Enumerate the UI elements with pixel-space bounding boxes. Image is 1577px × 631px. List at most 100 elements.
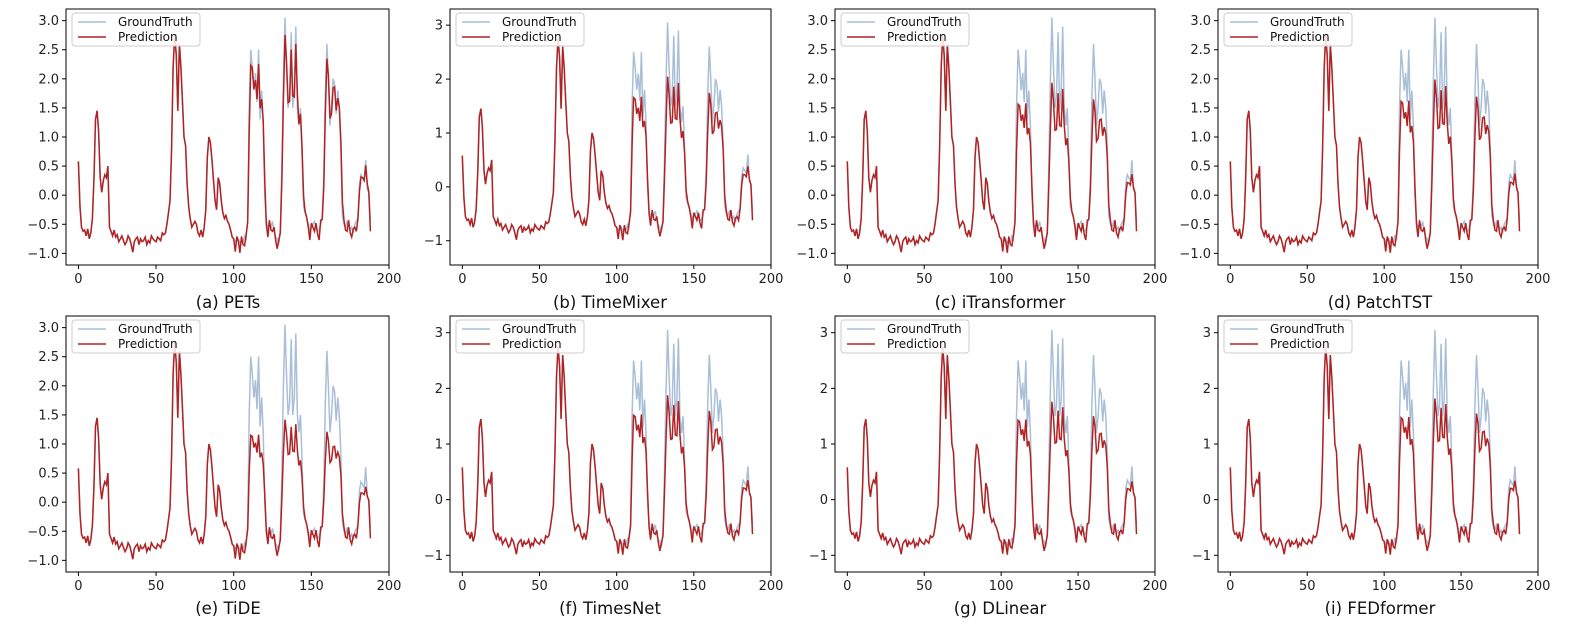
panel-a: 0 50 100 150 200 −1.0 −0.5 0.0 0.5 1.0 1.5 2.0 2.5 3.… bbox=[27, 8, 401, 287]
y-tick-label: 2 bbox=[1203, 382, 1211, 397]
caption-f: (f) TimesNet bbox=[559, 599, 661, 618]
y-tick-label: 0.0 bbox=[38, 496, 59, 511]
y-tick-label: 2.0 bbox=[38, 72, 59, 87]
y-tick-label: 2 bbox=[435, 382, 443, 397]
y-tick-label: 2.0 bbox=[38, 379, 59, 394]
y-tick-label: −1 bbox=[424, 549, 443, 564]
x-tick-label: 200 bbox=[1143, 272, 1168, 287]
x-tick-label: 150 bbox=[681, 272, 706, 287]
y-tick-label: 1 bbox=[435, 126, 443, 141]
x-tick-label: 100 bbox=[604, 272, 629, 287]
x-tick-label: 50 bbox=[916, 272, 933, 287]
y-tick-label: 3.0 bbox=[38, 321, 59, 336]
series-prediction-line bbox=[1229, 346, 1521, 555]
y-tick-label: 0.5 bbox=[38, 160, 59, 175]
y-tick-label: 0.5 bbox=[1190, 160, 1211, 175]
series-prediction-line bbox=[461, 38, 754, 241]
x-tick-label: 50 bbox=[148, 579, 165, 594]
x-tick-label: 200 bbox=[759, 579, 784, 594]
y-tick-label: 3.0 bbox=[1190, 14, 1211, 29]
x-tick-label: 150 bbox=[299, 272, 324, 287]
legend-prediction-label: Prediction bbox=[887, 30, 947, 44]
y-tick-label: 0.0 bbox=[807, 189, 828, 204]
x-tick-label: 50 bbox=[1299, 272, 1316, 287]
x-tick-label: 200 bbox=[1526, 579, 1551, 594]
y-tick-label: 3 bbox=[820, 326, 828, 341]
legend-groundtruth-label: GroundTruth bbox=[118, 322, 193, 336]
x-tick-label: 100 bbox=[1372, 579, 1397, 594]
series-prediction-line bbox=[1229, 35, 1521, 253]
y-tick-label: 0 bbox=[820, 493, 828, 508]
legend-groundtruth-label: GroundTruth bbox=[887, 15, 962, 29]
legend-prediction-label: Prediction bbox=[502, 30, 562, 44]
legend-groundtruth-label: GroundTruth bbox=[887, 322, 962, 336]
y-tick-label: 2.5 bbox=[38, 350, 59, 365]
y-tick-label: 3.0 bbox=[807, 14, 828, 29]
y-tick-label: 0 bbox=[435, 180, 443, 195]
x-tick-label: 50 bbox=[148, 272, 165, 287]
y-tick-label: 3 bbox=[435, 19, 443, 34]
x-tick-label: 0 bbox=[458, 579, 466, 594]
panel-e: 0 50 100 150 200 −1.0 −0.5 0.0 0.5 1.0 1.5 2.0 2.5 3.… bbox=[27, 315, 401, 594]
y-tick-label: −1 bbox=[424, 234, 443, 249]
legend-groundtruth-label: GroundTruth bbox=[502, 322, 577, 336]
panel-d: 0 50 100 150 200 −1.0 −0.5 0.0 0.5 1.0 1.5 2.0 2.5 3.… bbox=[1179, 8, 1551, 287]
caption-d: (d) PatchTST bbox=[1328, 293, 1433, 312]
y-tick-label: 0 bbox=[435, 493, 443, 508]
legend-groundtruth-label: GroundTruth bbox=[1270, 322, 1345, 336]
x-tick-label: 150 bbox=[1449, 579, 1474, 594]
x-tick-label: 50 bbox=[1299, 579, 1316, 594]
y-tick-label: −0.5 bbox=[27, 525, 59, 540]
x-tick-label: 0 bbox=[843, 272, 851, 287]
legend-prediction-label: Prediction bbox=[887, 337, 947, 351]
x-tick-label: 0 bbox=[843, 579, 851, 594]
x-tick-label: 100 bbox=[989, 579, 1014, 594]
legend-prediction-label: Prediction bbox=[118, 30, 178, 44]
y-tick-label: −0.5 bbox=[27, 218, 59, 233]
y-tick-label: −1.0 bbox=[796, 247, 828, 262]
x-tick-label: 100 bbox=[604, 579, 629, 594]
y-tick-label: 0.0 bbox=[38, 189, 59, 204]
series-prediction-line bbox=[77, 342, 372, 560]
caption-g: (g) DLinear bbox=[954, 599, 1047, 618]
caption-a: (a) PETs bbox=[196, 293, 261, 312]
y-tick-label: 0.5 bbox=[38, 467, 59, 482]
y-tick-label: 0.0 bbox=[1190, 189, 1211, 204]
x-tick-label: 200 bbox=[1143, 579, 1168, 594]
caption-c: (c) iTransformer bbox=[935, 293, 1066, 312]
panel-c: 0 50 100 150 200 −1.0 −0.5 0.0 0.5 1.0 1.5 2.0 2.5 3.… bbox=[796, 8, 1168, 287]
series-prediction-line bbox=[846, 346, 1138, 555]
x-tick-label: 50 bbox=[916, 579, 933, 594]
y-tick-label: 1.0 bbox=[1190, 131, 1211, 146]
x-tick-label: 0 bbox=[1226, 272, 1234, 287]
legend-prediction-label: Prediction bbox=[1270, 30, 1330, 44]
y-tick-label: 1 bbox=[435, 438, 443, 453]
legend-groundtruth-label: GroundTruth bbox=[502, 15, 577, 29]
x-tick-label: 150 bbox=[1449, 272, 1474, 287]
x-tick-label: 0 bbox=[74, 579, 82, 594]
x-tick-label: 0 bbox=[74, 272, 82, 287]
y-tick-label: 1.0 bbox=[38, 438, 59, 453]
x-tick-label: 100 bbox=[1372, 272, 1397, 287]
x-tick-label: 150 bbox=[681, 579, 706, 594]
y-tick-label: 1.0 bbox=[807, 131, 828, 146]
legend-groundtruth-label: GroundTruth bbox=[118, 15, 193, 29]
plot-frame bbox=[449, 8, 772, 266]
y-tick-label: 2.5 bbox=[38, 43, 59, 58]
y-tick-label: −1 bbox=[1192, 549, 1211, 564]
x-tick-label: 200 bbox=[1526, 272, 1551, 287]
series-prediction-line bbox=[461, 346, 754, 555]
x-tick-label: 50 bbox=[531, 579, 548, 594]
y-tick-label: 2 bbox=[435, 73, 443, 88]
y-tick-label: 0 bbox=[1203, 493, 1211, 508]
caption-i: (i) FEDformer bbox=[1325, 599, 1436, 618]
y-tick-label: −1.0 bbox=[27, 247, 59, 262]
y-tick-label: −1.0 bbox=[1179, 247, 1211, 262]
x-tick-label: 150 bbox=[1066, 272, 1091, 287]
y-tick-label: 2.5 bbox=[1190, 43, 1211, 58]
caption-b: (b) TimeMixer bbox=[553, 293, 667, 312]
